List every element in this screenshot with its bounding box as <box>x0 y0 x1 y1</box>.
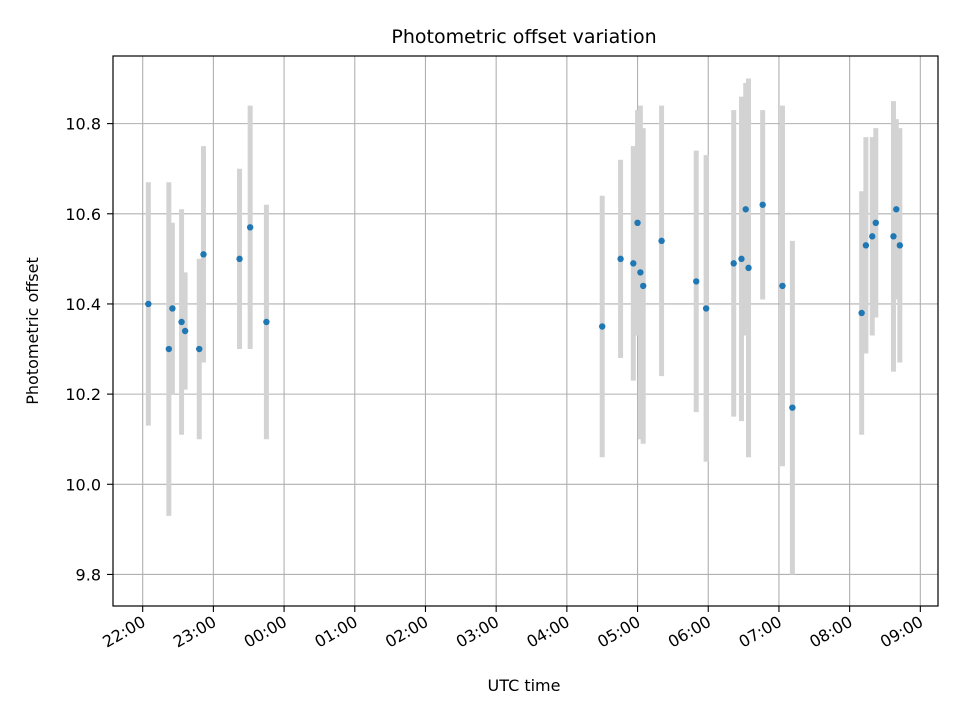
data-point <box>779 282 786 290</box>
x-axis-label: UTC time <box>488 676 561 695</box>
data-point <box>658 237 665 245</box>
y-tick-label: 10.2 <box>65 385 101 404</box>
y-axis-ticks: 9.8 10.0 10.2 10.4 10.6 10.8 <box>65 115 113 584</box>
data-point <box>617 255 624 263</box>
data-point <box>165 345 173 353</box>
data-point <box>730 260 737 267</box>
data-point <box>789 404 796 411</box>
y-tick-label: 10.6 <box>65 205 101 224</box>
data-points <box>145 201 904 411</box>
data-point <box>872 219 879 227</box>
data-point <box>263 318 270 326</box>
y-tick-label: 10.8 <box>65 115 101 134</box>
data-point <box>890 233 897 240</box>
y-tick-label: 9.8 <box>76 565 101 584</box>
data-point <box>637 269 644 276</box>
data-point <box>738 255 745 263</box>
data-point <box>236 255 243 263</box>
data-point <box>630 260 637 267</box>
data-point <box>599 323 606 330</box>
data-point <box>702 305 710 312</box>
data-point <box>181 327 189 335</box>
data-point <box>246 224 254 231</box>
data-point <box>693 278 700 285</box>
data-point <box>145 300 152 308</box>
grid <box>113 56 938 606</box>
data-point <box>869 233 876 240</box>
plot-frame <box>112 55 939 607</box>
data-point <box>858 309 865 317</box>
data-point <box>759 201 766 208</box>
y-tick-label: 10.0 <box>65 475 101 494</box>
data-point <box>742 206 749 213</box>
chart-title: Photometric offset variation <box>391 26 656 48</box>
data-point <box>893 206 900 213</box>
y-axis-label: Photometric offset <box>23 257 42 405</box>
y-tick-label: 10.4 <box>65 295 101 314</box>
data-point <box>178 318 185 326</box>
data-point <box>896 242 904 249</box>
data-point <box>200 251 207 258</box>
data-point <box>196 345 203 353</box>
data-point <box>862 242 870 249</box>
data-point <box>640 282 647 290</box>
data-point <box>169 305 176 312</box>
data-point <box>745 264 752 272</box>
data-point <box>634 219 641 227</box>
